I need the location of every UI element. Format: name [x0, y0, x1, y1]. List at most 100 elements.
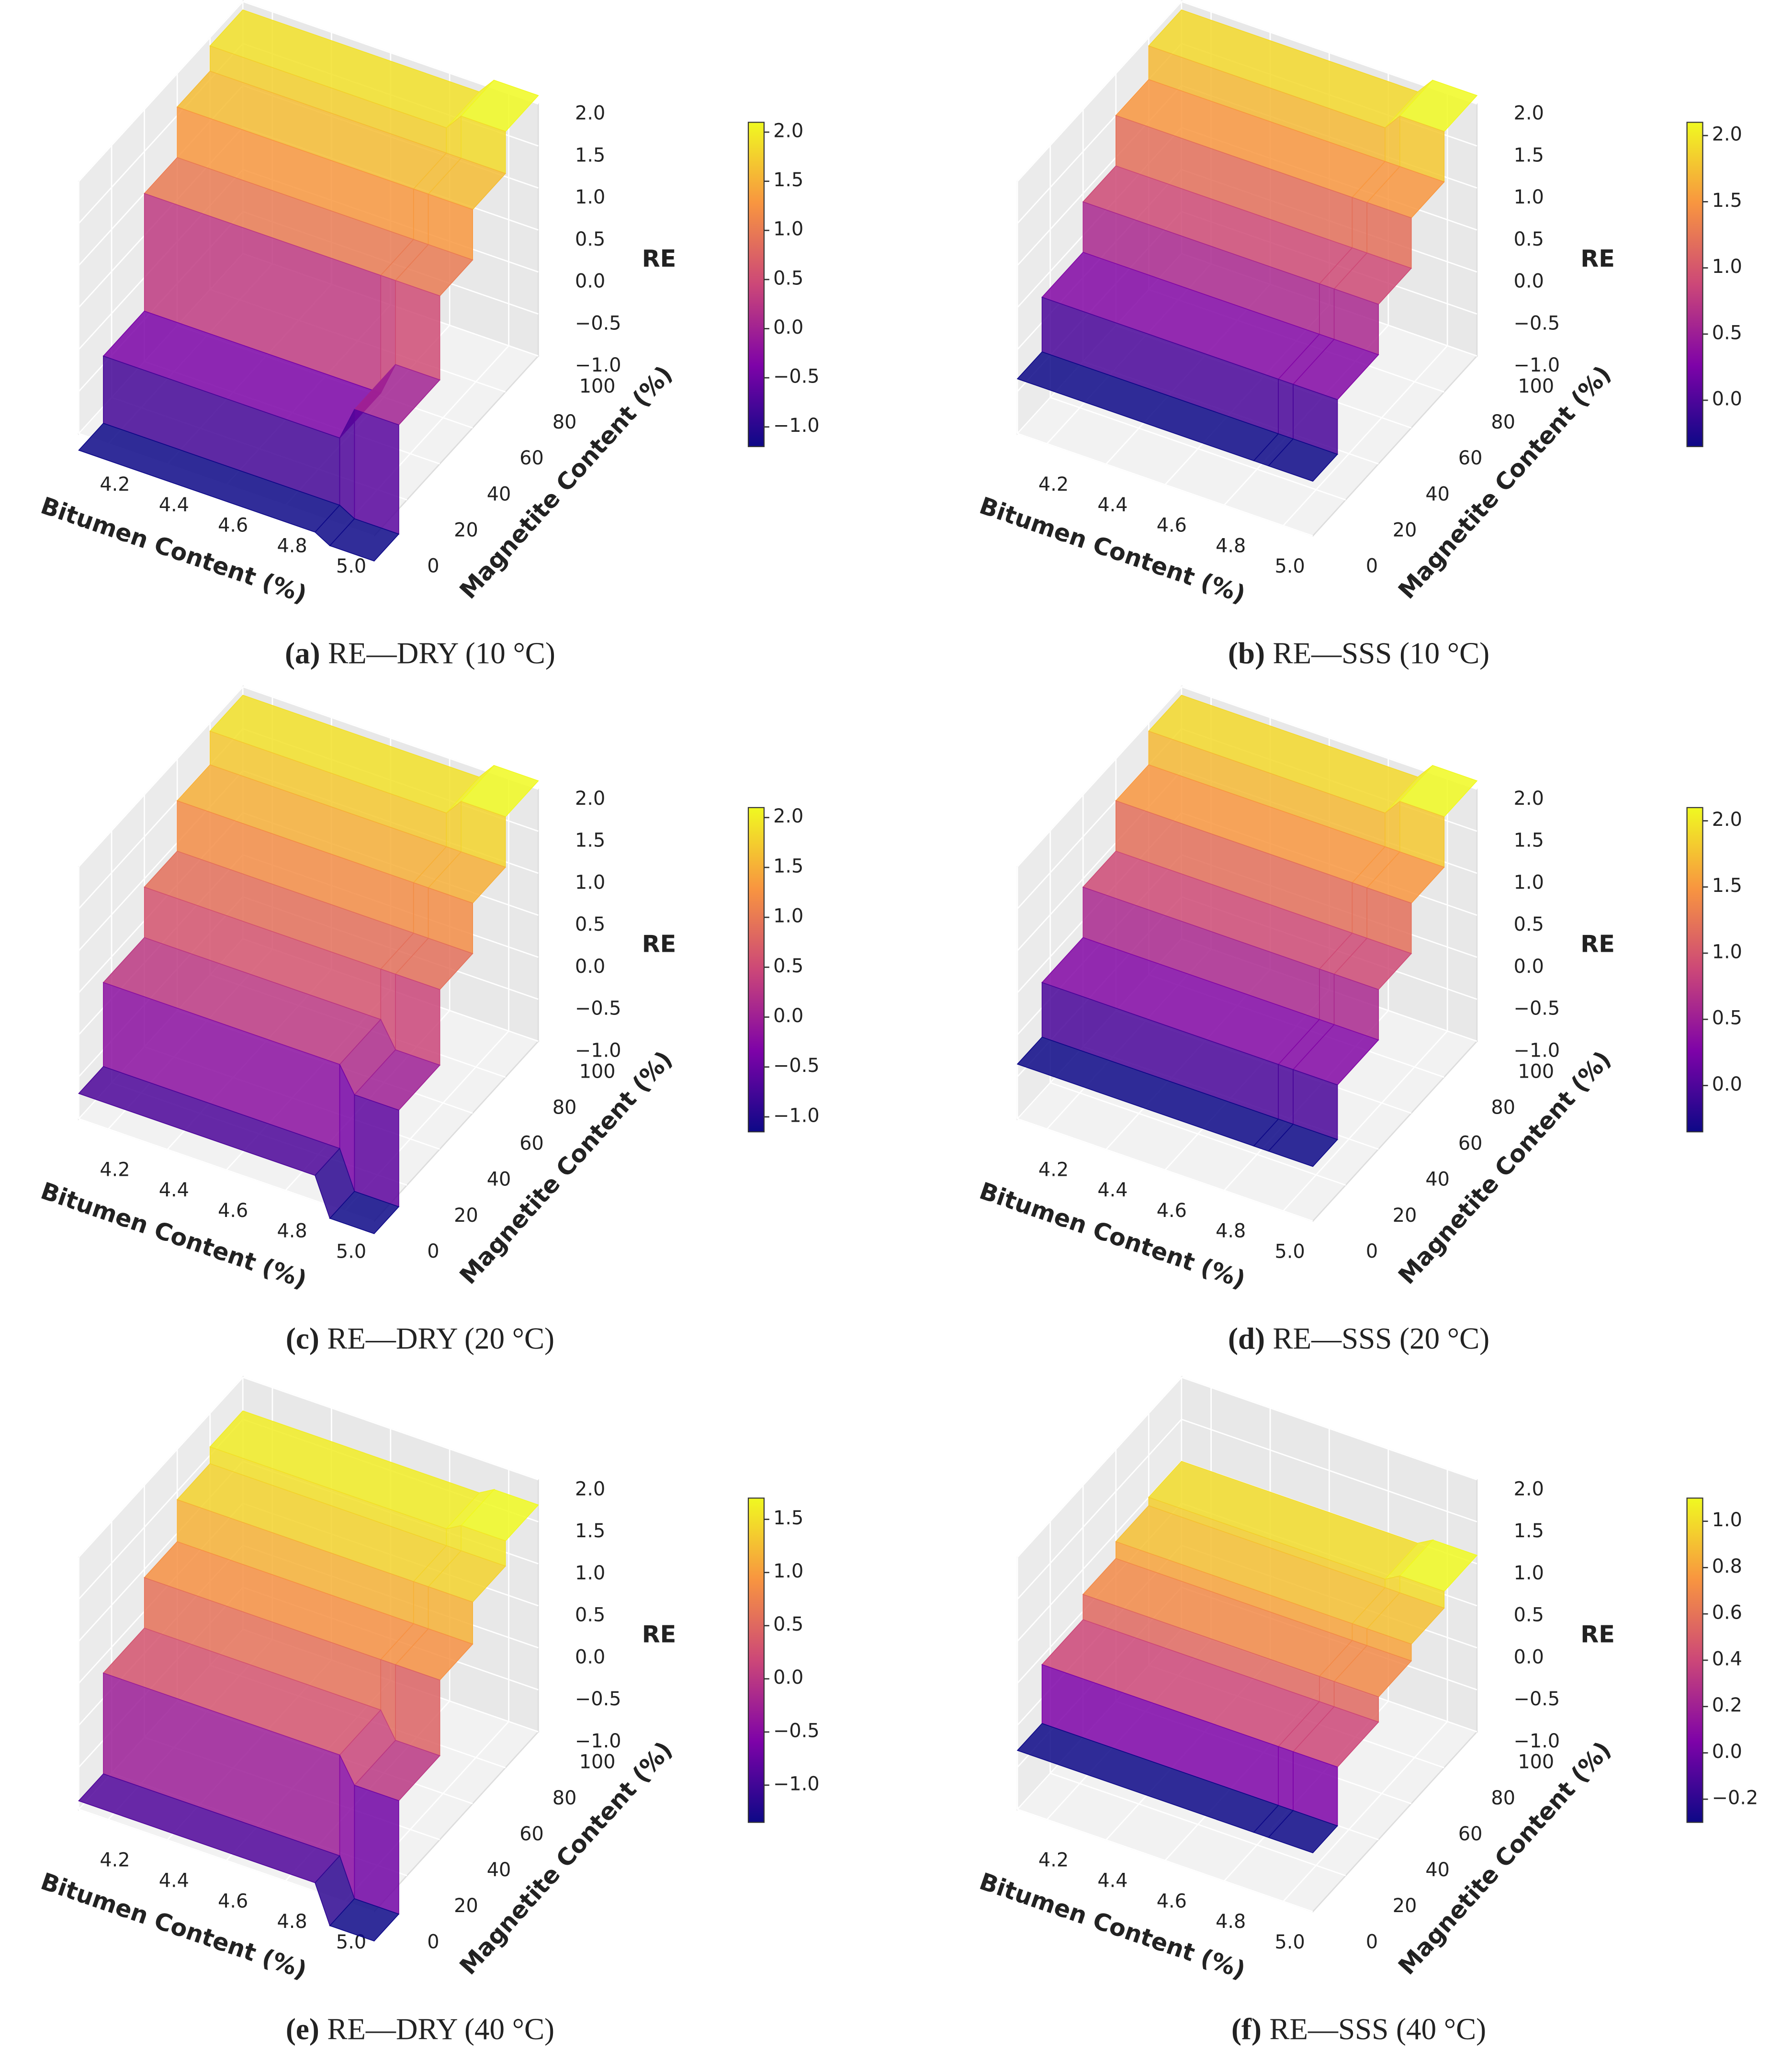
y-tick-label: 40 — [487, 1169, 511, 1191]
x-tick-label: 4.8 — [1216, 535, 1246, 557]
z-tick-label: 1.0 — [1514, 1562, 1544, 1584]
x-tick-label: 5.0 — [1275, 1931, 1305, 1953]
z-tick-label: −0.5 — [575, 1688, 621, 1710]
z-tick-label: 1.5 — [575, 1520, 605, 1542]
surface-face — [413, 188, 429, 245]
surface-face — [1278, 1064, 1294, 1125]
z-tick-label: 0.5 — [1514, 1604, 1544, 1626]
y-tick-label: 80 — [552, 1096, 577, 1118]
y-tick-label: 40 — [1425, 1169, 1450, 1191]
colorbar-tick-label: 2.0 — [1712, 124, 1742, 146]
colorbar-tick-label: −0.5 — [773, 1720, 820, 1742]
y-tick-label: 100 — [579, 1060, 616, 1082]
surface-face — [329, 518, 400, 562]
colorbar-tick-label: −0.5 — [773, 1055, 820, 1077]
y-tick-label: 0 — [427, 555, 439, 577]
x-tick-label: 4.2 — [1038, 1159, 1069, 1181]
x-tick-label: 4.2 — [100, 1159, 130, 1181]
z-tick-label: 2.0 — [1514, 1478, 1544, 1500]
z-tick-label: 1.5 — [1514, 144, 1544, 166]
z-tick-label: 0.0 — [1514, 270, 1544, 293]
z-tick-label: 0.0 — [575, 1646, 605, 1668]
x-tick-label: 4.4 — [1097, 1179, 1127, 1201]
colorbar-tick-label: 1.0 — [1712, 1509, 1742, 1531]
colorbar-tick-label: −0.5 — [773, 366, 820, 388]
x-tick-label: 5.0 — [1275, 555, 1305, 577]
panel: 4.24.44.64.85.0 020406080100−1.0−0.50.00.… — [37, 685, 820, 1355]
x-tick-label: 4.4 — [1097, 1870, 1127, 1892]
z-tick-label: 2.0 — [575, 1478, 605, 1500]
panel: 4.24.44.64.85.0 020406080100−1.0−0.50.00.… — [37, 0, 820, 670]
z-tick-label: 0.5 — [575, 913, 605, 935]
colorbar-tick-label: 2.0 — [1712, 809, 1742, 831]
surface-face — [395, 1664, 440, 1757]
x-tick-label: 4.6 — [218, 1890, 248, 1912]
colorbar — [1686, 1498, 1703, 1823]
panel: 4.24.44.64.85.0 020406080100−1.0−0.50.00.… — [37, 1375, 820, 2046]
caption: (e) RE—DRY (40 °C) — [286, 2013, 554, 2046]
y-tick-label: 0 — [1366, 1931, 1378, 1953]
z-tick-label: −1.0 — [575, 1730, 621, 1752]
caption-tag: (c) — [286, 1322, 319, 1355]
grid-line — [78, 686, 539, 867]
y-tick-label: 100 — [1518, 1751, 1554, 1773]
caption-text: RE—DRY (10 °C) — [328, 637, 555, 670]
colorbar-tick-label: 0.5 — [1712, 322, 1742, 344]
y-tick-label: 40 — [487, 483, 511, 505]
surface-face — [354, 1784, 399, 1915]
surface-face — [1319, 283, 1335, 340]
colorbar-tick-label: 0.0 — [1712, 1073, 1742, 1095]
z-tick-label: −0.5 — [575, 998, 621, 1020]
caption-text: RE—DRY (20 °C) — [327, 1322, 554, 1355]
caption: (d) RE—SSS (20 °C) — [1228, 1322, 1489, 1355]
y-tick-label: 0 — [1366, 1240, 1378, 1262]
caption-tag: (a) — [285, 637, 320, 670]
caption-tag: (b) — [1228, 637, 1265, 670]
colorbar — [1686, 807, 1703, 1133]
y-tick-label: 100 — [1518, 375, 1554, 397]
y-tick-label: 100 — [1518, 1060, 1554, 1082]
colorbar — [1686, 122, 1703, 447]
colorbar-tick-label: 1.5 — [773, 1507, 803, 1529]
z-axis-label: RE — [1580, 930, 1615, 957]
surface-face — [1278, 1746, 1294, 1811]
z-tick-label: 0.5 — [1514, 913, 1544, 935]
x-tick-label: 4.2 — [100, 473, 130, 495]
x-tick-label: 4.6 — [1157, 1200, 1187, 1222]
surface-face — [1352, 197, 1368, 254]
z-tick-label: 0.5 — [575, 1604, 605, 1626]
z-axis-label: RE — [642, 1621, 676, 1648]
colorbar-tick-label: 1.5 — [1712, 190, 1742, 212]
colorbar-tick-label: 0.5 — [1712, 1007, 1742, 1029]
z-axis-label: RE — [642, 245, 676, 272]
colorbar-tick-label: 1.5 — [1712, 875, 1742, 897]
colorbar-tick-label: 2.0 — [773, 805, 803, 827]
colorbar — [747, 122, 765, 447]
y-tick-label: 100 — [579, 1751, 616, 1773]
colorbar-tick-label: 1.0 — [773, 218, 803, 240]
z-tick-label: 0.0 — [575, 956, 605, 978]
z-tick-label: 2.0 — [1514, 788, 1544, 810]
z-tick-label: −1.0 — [1514, 1730, 1560, 1752]
colorbar-tick-label: −1.0 — [773, 1104, 820, 1126]
x-tick-label: 4.8 — [1216, 1911, 1246, 1933]
surface-face — [413, 1581, 429, 1630]
x-tick-label: 4.2 — [1038, 1849, 1069, 1871]
z-tick-label: −0.5 — [575, 312, 621, 334]
z-tick-label: 1.5 — [1514, 1520, 1544, 1542]
y-tick-label: 60 — [519, 1133, 544, 1155]
colorbar-tick-label: 0.2 — [1712, 1694, 1742, 1716]
z-tick-label: −1.0 — [575, 1039, 621, 1061]
colorbar — [747, 807, 765, 1133]
x-tick-label: 4.6 — [1157, 1890, 1187, 1912]
colorbar-tick-label: 1.5 — [773, 855, 803, 877]
x-tick-label: 4.4 — [1097, 494, 1127, 516]
x-tick-label: 4.6 — [1157, 515, 1187, 537]
z-tick-label: −0.5 — [1514, 1688, 1560, 1710]
y-tick-label: 60 — [1458, 1823, 1483, 1845]
x-tick-label: 4.4 — [159, 1870, 189, 1892]
colorbar — [747, 1498, 765, 1823]
grid-line — [1017, 1419, 1477, 1600]
y-tick-label: 80 — [1491, 1096, 1515, 1118]
colorbar-tick-label: 0.0 — [1712, 1741, 1742, 1763]
